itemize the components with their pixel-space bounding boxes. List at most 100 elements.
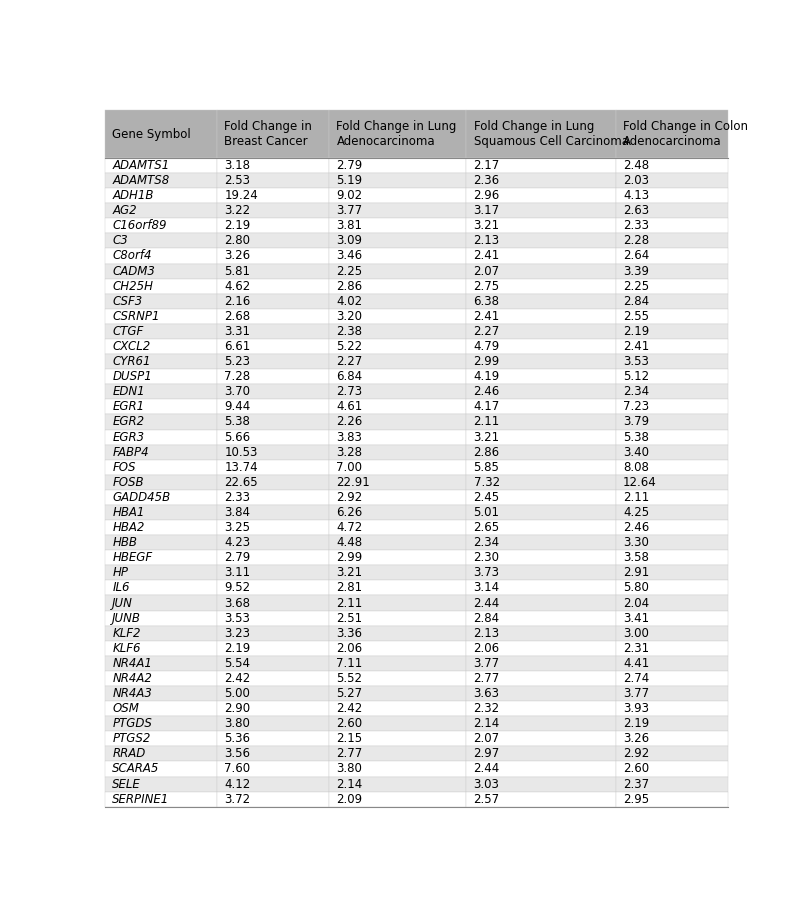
Bar [615,354,727,370]
Text: EGR3: EGR3 [112,430,144,443]
Text: 12.64: 12.64 [622,476,656,489]
Text: 3.30: 3.30 [622,536,648,549]
Bar [217,686,328,701]
Bar [615,339,727,354]
Bar [217,188,328,203]
Bar [615,111,727,158]
Text: 3.53: 3.53 [224,612,250,625]
Text: 7.11: 7.11 [336,656,363,670]
Text: 3.72: 3.72 [224,793,250,805]
Text: 5.36: 5.36 [224,733,250,745]
Text: 2.25: 2.25 [336,264,363,278]
Text: 2.07: 2.07 [473,733,499,745]
Bar [217,370,328,384]
Bar [105,293,217,309]
Bar [105,384,217,400]
Bar [466,173,615,188]
Text: 5.22: 5.22 [336,340,363,353]
Text: CSRNP1: CSRNP1 [112,310,160,323]
Bar [615,550,727,566]
Text: EDN1: EDN1 [112,385,144,399]
Bar [328,550,466,566]
Text: 19.24: 19.24 [224,189,258,202]
Bar [615,429,727,445]
Bar [615,792,727,806]
Bar [328,324,466,339]
Text: 2.19: 2.19 [224,642,251,655]
Bar [615,686,727,701]
Bar [217,293,328,309]
Text: 2.68: 2.68 [224,310,250,323]
Bar [615,218,727,233]
Bar [328,293,466,309]
Bar [217,249,328,263]
Text: NR4A2: NR4A2 [112,672,152,685]
Text: KLF2: KLF2 [112,627,140,640]
Bar [105,309,217,324]
Bar [466,203,615,218]
Text: 3.20: 3.20 [336,310,362,323]
Text: 2.41: 2.41 [473,250,500,262]
Text: 3.22: 3.22 [224,204,250,217]
Bar [328,400,466,414]
Bar [328,566,466,580]
Text: 4.61: 4.61 [336,400,363,413]
Text: 3.26: 3.26 [622,733,648,745]
Bar [105,263,217,279]
Text: 3.40: 3.40 [622,446,648,459]
Text: 3.18: 3.18 [224,159,250,172]
Text: 2.44: 2.44 [473,597,500,609]
Bar [328,671,466,686]
Bar [217,746,328,762]
Bar [615,279,727,293]
Bar [615,520,727,535]
Text: RRAD: RRAD [112,747,145,760]
Text: 3.14: 3.14 [473,581,499,595]
Text: 5.19: 5.19 [336,174,363,187]
Text: 2.13: 2.13 [473,234,499,247]
Text: 6.38: 6.38 [473,295,499,308]
Bar [615,414,727,429]
Text: 5.81: 5.81 [224,264,250,278]
Text: 2.28: 2.28 [622,234,648,247]
Bar [217,656,328,671]
Bar [105,776,217,792]
Text: 5.23: 5.23 [224,355,250,368]
Bar [105,762,217,776]
Text: 2.97: 2.97 [473,747,500,760]
Text: 22.65: 22.65 [224,476,258,489]
Text: 8.08: 8.08 [622,460,648,474]
Text: 3.25: 3.25 [224,521,250,534]
Text: DUSP1: DUSP1 [112,370,152,383]
Text: C3: C3 [112,234,128,247]
Text: 4.25: 4.25 [622,506,648,519]
Text: 2.41: 2.41 [473,310,500,323]
Text: 4.19: 4.19 [473,370,500,383]
Text: 5.00: 5.00 [224,687,250,700]
Text: 4.41: 4.41 [622,656,649,670]
Text: 2.81: 2.81 [336,581,363,595]
Bar [105,218,217,233]
Bar [105,354,217,370]
Text: 2.46: 2.46 [622,521,649,534]
Text: 3.73: 3.73 [473,567,499,579]
Text: 2.65: 2.65 [473,521,499,534]
Text: 3.81: 3.81 [336,220,362,232]
Text: GADD45B: GADD45B [112,491,170,504]
Text: 10.53: 10.53 [224,446,257,459]
Text: AG2: AG2 [112,204,137,217]
Text: 2.11: 2.11 [622,491,649,504]
Bar [328,792,466,806]
Text: 3.21: 3.21 [336,567,363,579]
Text: HP: HP [112,567,128,579]
Text: FABP4: FABP4 [112,446,148,459]
Text: 2.33: 2.33 [622,220,648,232]
Bar [466,550,615,566]
Bar [615,188,727,203]
Text: 3.09: 3.09 [336,234,362,247]
Bar [105,249,217,263]
Text: 5.52: 5.52 [336,672,362,685]
Bar [217,218,328,233]
Bar [217,792,328,806]
Text: 13.74: 13.74 [224,460,258,474]
